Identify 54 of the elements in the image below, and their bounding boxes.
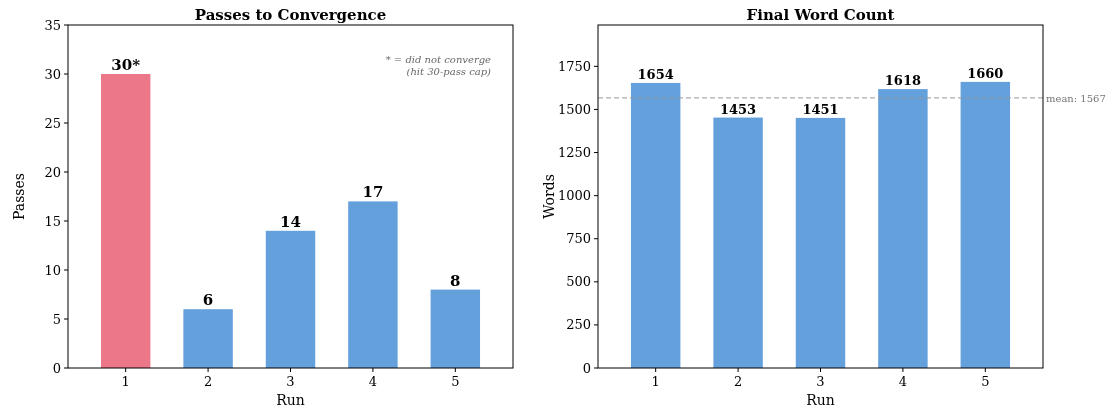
- bar: [960, 81, 1011, 368]
- y-axis-title: Passes: [11, 173, 27, 220]
- y-tick-label: 0: [582, 360, 591, 376]
- x-tick-label: 3: [816, 374, 825, 389]
- y-tick-label: 1000: [557, 188, 591, 204]
- y-tick-label: 0: [52, 360, 61, 376]
- bar: [795, 117, 846, 368]
- x-axis-title: Run: [276, 392, 305, 408]
- chart-title: Final Word Count: [746, 6, 895, 24]
- bar: [100, 74, 151, 368]
- x-tick-label: 4: [898, 374, 908, 389]
- x-tick-label: 1: [651, 374, 660, 389]
- data-label: 6: [202, 291, 214, 310]
- chart-title: Passes to Convergence: [194, 6, 387, 24]
- bar: [713, 117, 763, 368]
- bar: [265, 230, 316, 368]
- x-tick-label: 1: [121, 374, 130, 389]
- data-label: 1453: [720, 101, 757, 117]
- x-tick-label: 3: [286, 374, 295, 389]
- data-label: 8: [450, 271, 461, 290]
- x-axis-title: Run: [806, 392, 835, 408]
- data-label: 1618: [884, 73, 921, 89]
- data-label: 17: [362, 183, 384, 202]
- y-tick-label: 15: [44, 213, 61, 229]
- y-tick-label: 1250: [557, 145, 591, 161]
- y-tick-label: 1500: [557, 101, 591, 117]
- data-label: 14: [280, 212, 301, 231]
- y-tick-label: 250: [566, 317, 591, 333]
- bar: [183, 309, 233, 368]
- bar: [348, 201, 398, 368]
- y-tick-label: 30: [44, 66, 61, 82]
- x-tick-label: 5: [981, 374, 990, 389]
- y-tick-label: 500: [566, 274, 591, 290]
- bar: [878, 89, 928, 368]
- bar: [630, 82, 681, 368]
- x-tick-label: 2: [203, 374, 213, 389]
- bar: [430, 289, 481, 368]
- x-tick-label: 2: [733, 374, 743, 389]
- y-tick-label: 25: [44, 115, 61, 131]
- x-tick-label: 5: [451, 374, 460, 389]
- data-label: 1660: [967, 65, 1004, 81]
- y-tick-label: 750: [566, 231, 591, 247]
- ref-line-label: mean: 1567: [1046, 92, 1106, 104]
- data-label: 30*: [111, 56, 141, 74]
- y-tick-label: 1750: [557, 58, 591, 74]
- y-tick-label: 10: [44, 262, 61, 278]
- data-label: 1654: [637, 66, 674, 82]
- y-axis-title: Words: [541, 174, 557, 219]
- y-tick-label: 5: [52, 311, 61, 327]
- annotation: * = did not converge (hit 30-pass cap): [385, 54, 492, 77]
- x-tick-label: 4: [368, 374, 378, 389]
- y-tick-label: 20: [44, 164, 61, 180]
- data-label: 1451: [802, 101, 839, 117]
- y-tick-label: 35: [44, 17, 61, 33]
